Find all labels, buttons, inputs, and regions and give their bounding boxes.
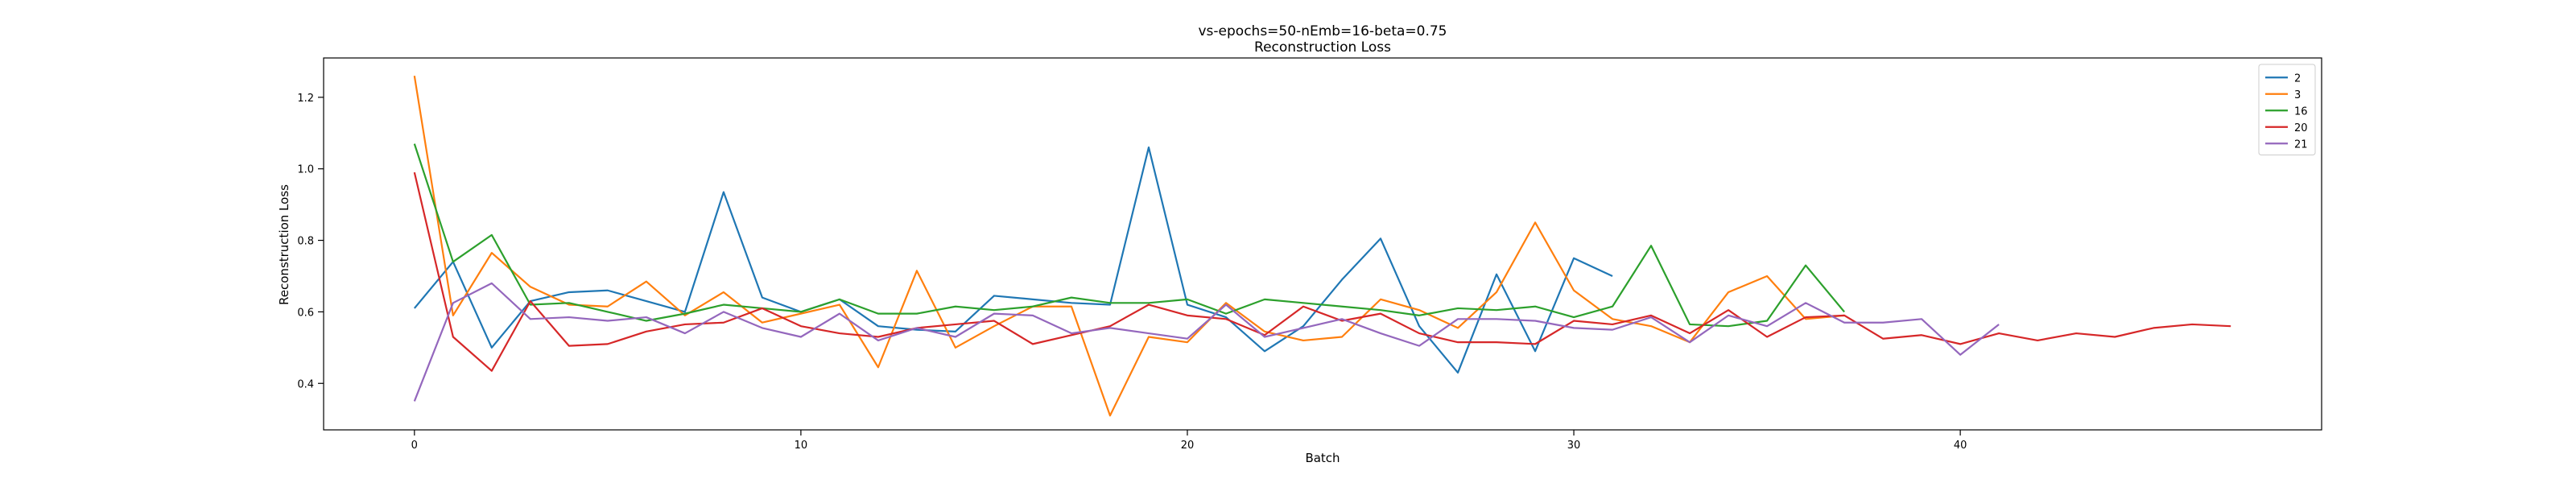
y-tick-label: 0.6 — [297, 307, 314, 319]
chart-subtitle: Reconstruction Loss — [1254, 39, 1391, 56]
legend-label-16: 16 — [2294, 105, 2308, 118]
series-line-21 — [413, 282, 2000, 402]
legend: 2 3 16 20 21 — [2258, 64, 2316, 155]
x-tick-label: 0 — [411, 440, 418, 452]
x-tick-label: 10 — [795, 440, 808, 452]
plot-lines — [413, 76, 2231, 417]
chart-title: vs-epochs=50-nEmb=16-beta=0.75 — [1199, 23, 1447, 39]
y-tick-label: 1.2 — [297, 93, 314, 105]
x-axis-label: Batch — [1305, 451, 1340, 465]
y-tick-label: 1.0 — [297, 164, 314, 176]
series-line-3 — [413, 76, 1845, 417]
x-tick-label: 30 — [1567, 440, 1581, 452]
y-tick-label: 0.8 — [297, 236, 314, 248]
x-tick-label: 40 — [1954, 440, 1967, 452]
legend-label-20: 20 — [2294, 122, 2308, 134]
series-line-2 — [413, 146, 1613, 374]
y-tick-label: 0.4 — [297, 378, 314, 390]
x-tick-label: 20 — [1181, 440, 1195, 452]
y-axis-label: Reconstruction Loss — [277, 184, 291, 305]
series-line-16 — [413, 143, 1845, 328]
legend-label-2: 2 — [2294, 72, 2301, 85]
legend-label-21: 21 — [2294, 138, 2308, 151]
axes: 0 10 20 30 40 0.4 0.6 0.8 1.0 1.2 — [297, 57, 2322, 452]
plot-frame — [323, 57, 2322, 431]
series-line-20 — [413, 171, 2231, 372]
legend-label-3: 3 — [2294, 89, 2301, 101]
